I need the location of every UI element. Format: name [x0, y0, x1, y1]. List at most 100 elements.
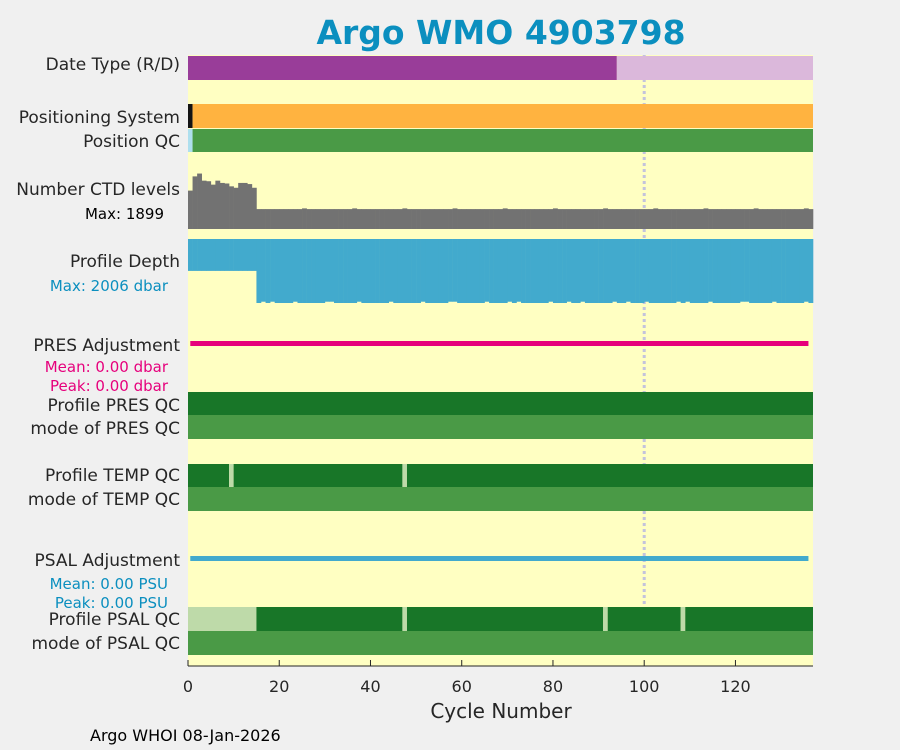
profile-depth-bar [338, 239, 344, 303]
footer-credit: Argo WHOI 08-Jan-2026 [90, 726, 281, 745]
ctd-levels-bar [356, 209, 362, 229]
ctd-levels-bar [530, 209, 536, 229]
ctd-levels-bar [251, 187, 257, 229]
profile-depth-bar [429, 239, 435, 303]
ctd-levels-bar [279, 209, 285, 229]
ctd-levels-bar [324, 209, 330, 229]
ctd-levels-bar [648, 209, 654, 229]
profile-depth-bar [475, 239, 481, 303]
profile_psal_qc-segment [607, 607, 681, 631]
ctd-levels-bar [406, 209, 412, 229]
ctd-levels-bar [507, 209, 513, 229]
profile-depth-bar [776, 239, 782, 303]
date_type-segment [188, 56, 617, 80]
profile-depth-bar [320, 239, 326, 303]
ctd-levels-bar [749, 209, 754, 229]
ctd-levels-bar [370, 209, 376, 229]
profile-depth-bar [274, 239, 280, 303]
profile-depth-bar [375, 239, 380, 303]
profile-depth-bar [584, 239, 590, 303]
profile-depth-bar [630, 239, 636, 303]
profile-depth-bar [530, 239, 536, 303]
ctd-levels-bar [210, 184, 216, 229]
ctd-levels-bar [329, 209, 335, 229]
ctd-levels-bar [521, 209, 526, 229]
label-pres-peak: Peak: 0.00 dbar [50, 377, 169, 395]
profile-depth-bar [708, 239, 713, 302]
profile-depth-bar [625, 239, 631, 302]
ctd-levels-bar [539, 209, 545, 229]
profile-depth-bar [689, 239, 695, 303]
ctd-levels-bar [443, 209, 449, 229]
profile-depth-bar [698, 239, 704, 303]
profile-depth-bar [416, 239, 421, 303]
profile-depth-bar [493, 239, 499, 303]
date_type-segment [616, 56, 813, 80]
profile-depth-bar [566, 239, 572, 302]
ctd-levels-bar [384, 209, 390, 229]
x-axis-ticks: 0 20 40 60 80 100 120 [183, 660, 751, 696]
ctd-levels-bar [589, 209, 595, 229]
ctd-levels-bar [375, 209, 380, 229]
profile-depth-bar [703, 239, 709, 303]
profile-depth-bar [333, 239, 339, 303]
ctd-levels-bar [493, 209, 499, 229]
ctd-levels-bar [270, 209, 275, 229]
ctd-levels-bar [306, 209, 312, 229]
profile-depth-bar [589, 239, 595, 303]
label-mode-psal-qc: mode of PSAL QC [31, 634, 180, 654]
ctd-levels-bar [730, 209, 736, 229]
profile-depth-bar [648, 239, 654, 303]
ctd-levels-bar [461, 209, 467, 229]
profile-depth-bar [521, 239, 526, 303]
profile-depth-bar [644, 239, 650, 302]
ctd-levels-bar [292, 209, 298, 229]
x-tick-label: 20 [269, 677, 289, 696]
data-marks [188, 55, 814, 655]
profile-depth-bar [256, 239, 262, 303]
profile-depth-bar [279, 239, 285, 303]
ctd-levels-bar [525, 209, 531, 229]
ctd-levels-bar [247, 184, 253, 229]
profile-depth-bar [343, 239, 348, 303]
label-profile-pres-qc: Profile PRES QC [47, 396, 180, 416]
ctd-levels-bar [452, 208, 458, 229]
ctd-levels-bar [644, 209, 650, 229]
ctd-levels-bar [740, 209, 745, 229]
profile_temp_qc-segment [402, 464, 407, 487]
ctd-levels-bar [402, 208, 408, 229]
profile-depth-bar [721, 239, 727, 303]
ctd-levels-bar [771, 209, 777, 229]
profile-depth-bar [781, 239, 786, 303]
x-tick-label: 60 [452, 677, 472, 696]
profile-depth-bar [379, 239, 385, 303]
profile-depth-bar [516, 239, 522, 302]
position_qc-segment [188, 129, 193, 152]
ctd-levels-bar [598, 209, 604, 229]
profile-depth-bar [803, 239, 809, 302]
ctd-levels-bar [635, 209, 640, 229]
ctd-levels-bar [265, 209, 271, 229]
ctd-levels-bar [712, 209, 718, 229]
mode_psal_qc-segment [188, 631, 813, 655]
profile-depth-bar [612, 239, 618, 302]
ctd-levels-bar [197, 173, 202, 229]
ctd-levels-bar [657, 209, 663, 229]
ctd-levels-bar [242, 182, 248, 229]
ctd-levels-bar [694, 209, 700, 229]
ctd-levels-bar [283, 209, 289, 229]
profile_pres_qc-segment [188, 392, 813, 415]
ctd-levels-bar [338, 209, 344, 229]
profile_psal_qc-segment [406, 607, 604, 631]
ctd-levels-bar [621, 209, 627, 229]
ctd-levels-bar [662, 209, 668, 229]
ctd-levels-bar [726, 209, 732, 229]
label-psal-mean: Mean: 0.00 PSU [50, 575, 168, 593]
ctd-levels-bar [320, 209, 326, 229]
profile-depth-bar [288, 239, 294, 303]
profile-depth-bar [411, 239, 417, 303]
profile-depth-bar [324, 239, 330, 302]
ctd-levels-bar [571, 209, 577, 229]
ctd-levels-bar [653, 208, 659, 229]
profile-depth-bar [229, 239, 234, 271]
